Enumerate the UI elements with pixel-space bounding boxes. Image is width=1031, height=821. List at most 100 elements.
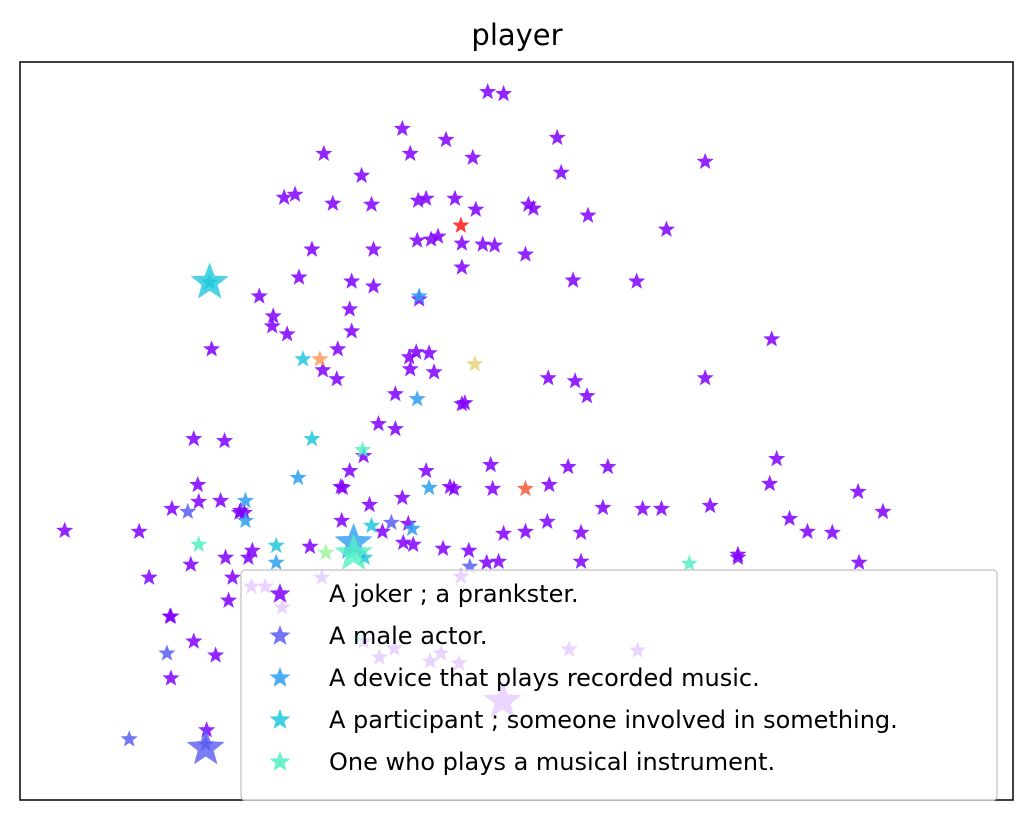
data-point	[460, 541, 478, 558]
data-point	[729, 548, 747, 565]
data-point	[264, 307, 282, 324]
data-point	[219, 591, 238, 608]
data-point	[701, 496, 719, 514]
data-point	[516, 479, 534, 497]
data-point	[495, 84, 513, 102]
data-point	[437, 130, 455, 148]
data-point-large	[334, 533, 373, 570]
legend-label: A male actor.	[329, 622, 487, 650]
data-point	[425, 363, 443, 380]
data-point	[874, 502, 892, 520]
data-point	[657, 220, 675, 237]
data-point	[185, 632, 203, 649]
data-point	[250, 287, 268, 304]
data-point	[354, 440, 372, 458]
legend: A joker ; a prankster. A male actor. A dev…	[240, 569, 998, 801]
data-point	[516, 522, 534, 540]
data-point	[400, 348, 418, 365]
data-point	[334, 478, 352, 496]
data-point	[355, 446, 373, 464]
data-point	[328, 370, 346, 387]
data-point	[364, 277, 383, 294]
data-point	[341, 461, 359, 479]
data-point	[850, 553, 868, 570]
data-point	[594, 498, 612, 516]
data-point	[484, 479, 502, 497]
data-point	[263, 317, 281, 334]
data-point	[434, 539, 452, 556]
data-point	[490, 552, 508, 569]
data-point	[267, 553, 285, 570]
data-point	[461, 557, 479, 574]
data-point	[189, 475, 207, 493]
data-point	[301, 537, 319, 554]
data-point	[275, 188, 293, 205]
data-point	[599, 457, 617, 475]
data-point	[564, 271, 582, 288]
data-point	[781, 509, 799, 527]
data-point	[393, 488, 411, 506]
data-point	[680, 554, 698, 571]
data-point	[401, 360, 419, 377]
data-point	[823, 523, 841, 541]
data-point	[407, 343, 425, 360]
data-point	[420, 478, 438, 496]
data-point	[185, 429, 203, 447]
data-point	[634, 499, 652, 517]
data-point	[538, 512, 556, 530]
data-point	[314, 361, 332, 378]
data-point	[267, 536, 285, 553]
legend-label: A participant ; someone involved in some…	[329, 706, 898, 734]
data-point	[362, 195, 381, 212]
data-point	[453, 234, 471, 251]
legend-box	[240, 569, 998, 801]
data-point	[408, 390, 426, 407]
data-point	[162, 607, 180, 624]
data-point	[289, 468, 307, 486]
data-point	[294, 350, 312, 367]
data-point	[579, 206, 597, 223]
data-point	[849, 482, 867, 500]
data-point	[566, 372, 584, 389]
data-point	[190, 492, 208, 510]
data-point	[236, 511, 254, 529]
data-point	[386, 385, 404, 402]
data-point	[382, 513, 400, 531]
legend-label: A device that plays recorded music.	[329, 664, 760, 692]
data-point	[539, 369, 557, 386]
data-point	[572, 523, 590, 541]
data-point	[409, 191, 427, 208]
data-point	[56, 521, 74, 539]
data-point	[230, 503, 249, 521]
data-point	[311, 350, 329, 367]
data-point	[353, 166, 371, 183]
data-point	[572, 552, 590, 569]
data-point	[317, 543, 335, 560]
data-point	[162, 669, 180, 686]
data-point	[163, 499, 181, 517]
data-point	[130, 522, 148, 540]
data-point	[393, 119, 411, 137]
data-point	[495, 524, 513, 541]
legend-marker	[269, 583, 291, 603]
data-point	[324, 194, 342, 211]
data-point	[768, 449, 786, 467]
data-point	[223, 568, 242, 585]
data-point	[429, 227, 447, 244]
legend-marker	[269, 709, 291, 729]
data-point	[417, 461, 435, 479]
data-point	[303, 429, 321, 447]
data-point	[207, 646, 225, 663]
data-point	[798, 522, 817, 540]
data-point	[394, 533, 412, 550]
legend-marker	[269, 667, 291, 687]
data-point	[386, 420, 404, 437]
data-point	[401, 144, 419, 162]
data-point	[369, 415, 388, 432]
legend-label: One who plays a musical instrument.	[329, 748, 775, 776]
data-point	[362, 516, 381, 534]
data-point	[761, 474, 779, 492]
data-point	[417, 189, 435, 206]
data-point	[452, 216, 470, 233]
